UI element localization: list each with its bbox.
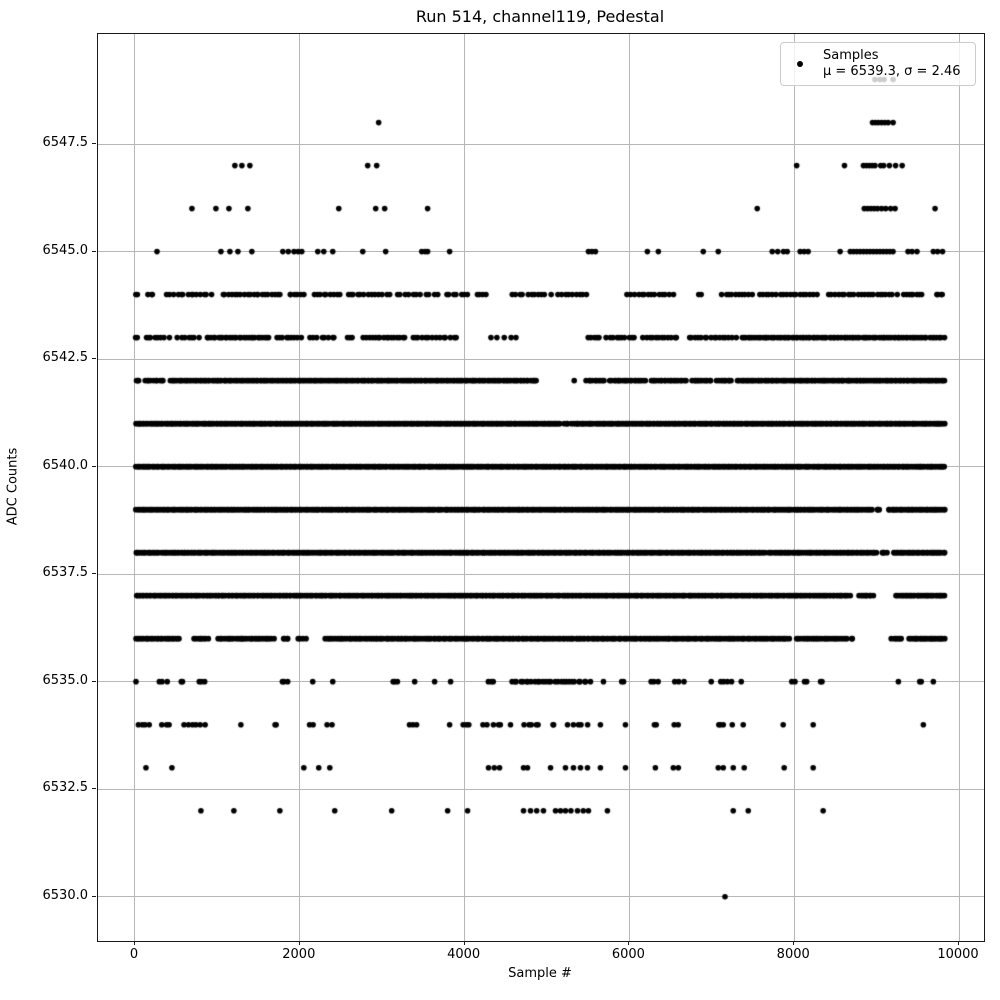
- legend-marker-dot: [789, 61, 811, 67]
- legend-label: Samples: [823, 48, 879, 63]
- scatter-points-canvas: [98, 34, 984, 941]
- x-axis-label: Sample #: [508, 966, 572, 981]
- y-tick-mark: [92, 788, 96, 790]
- x-tick-mark: [133, 941, 135, 945]
- y-tick-mark: [92, 680, 96, 682]
- x-tick-label: 0: [129, 947, 139, 962]
- x-tick-mark: [298, 941, 300, 945]
- y-tick-label: 6540.0: [42, 457, 89, 473]
- y-tick-mark: [92, 143, 96, 145]
- y-tick-label: 6537.5: [42, 565, 89, 581]
- y-tick-label: 6547.5: [42, 135, 89, 151]
- x-tick-label: 8000: [776, 947, 810, 962]
- x-tick-mark: [463, 941, 465, 945]
- y-tick-label: 6542.5: [42, 350, 89, 366]
- y-tick-mark: [92, 465, 96, 467]
- x-tick-label: 6000: [611, 947, 645, 962]
- legend-stats-label: μ = 6539.3, σ = 2.46: [823, 64, 961, 79]
- legend-text: Samples μ = 6539.3, σ = 2.46: [823, 48, 961, 80]
- y-tick-label: 6535.0: [42, 672, 89, 688]
- y-tick-label: 6545.0: [42, 242, 89, 258]
- legend: Samples μ = 6539.3, σ = 2.46: [780, 42, 976, 86]
- x-tick-mark: [958, 941, 960, 945]
- plot-area: [97, 33, 985, 942]
- x-tick-mark: [793, 941, 795, 945]
- x-tick-label: 4000: [447, 947, 481, 962]
- x-tick-label: 2000: [282, 947, 316, 962]
- y-tick-mark: [92, 573, 96, 575]
- y-tick-label: 6532.5: [42, 780, 89, 796]
- y-axis-label: ADC Counts: [5, 447, 21, 526]
- chart-title: Run 514, channel119, Pedestal: [415, 7, 665, 26]
- y-tick-mark: [92, 250, 96, 252]
- y-tick-mark: [92, 358, 96, 360]
- y-tick-label: 6530.0: [42, 887, 89, 903]
- x-tick-label: 10000: [937, 947, 979, 962]
- x-tick-mark: [628, 941, 630, 945]
- y-tick-mark: [92, 895, 96, 897]
